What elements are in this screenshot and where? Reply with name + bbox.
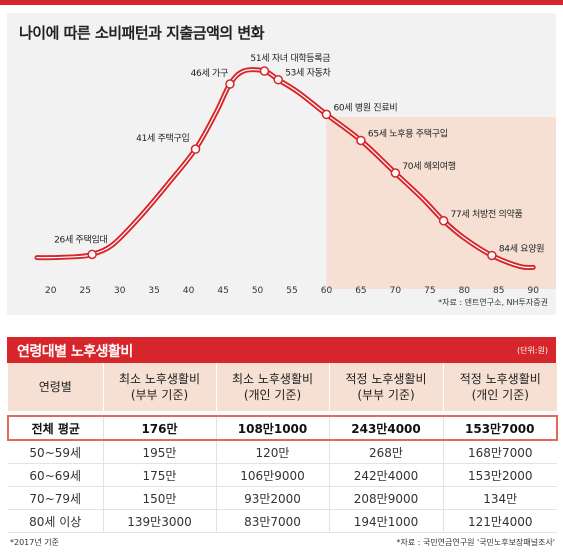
table-cell: 175만 (103, 463, 217, 487)
x-tick-label: 30 (114, 286, 126, 296)
point-marker (190, 144, 201, 154)
x-tick-label: 85 (493, 286, 504, 296)
annotation-label: 46세 가구 (191, 68, 228, 79)
table-cell: 83만7000 (216, 509, 330, 533)
x-tick-label: 35 (148, 286, 159, 296)
point-marker (356, 135, 366, 146)
annotation-label: 26세 주택임대 (54, 233, 107, 245)
header-age: 연령별 (8, 363, 104, 411)
point-marker (438, 216, 449, 226)
x-tick-label: 60 (321, 286, 333, 296)
table-row: 50~59세 195만 120만 268만 168만7000 (8, 440, 557, 464)
table-cell: 108만1000 (216, 415, 330, 441)
table-cell: 150만 (103, 486, 217, 510)
table-cell: 139만3000 (103, 509, 217, 533)
table-cell: 134만 (443, 486, 557, 510)
x-tick-label: 45 (217, 286, 228, 296)
x-tick-label: 40 (183, 286, 195, 296)
chart-panel: 나이에 따른 소비패턴과 지출금액의 변화 26세 주택임대 41세 주택구입 46… (7, 13, 556, 315)
table-cell: 120만 (216, 440, 330, 464)
table-cell: 208만9000 (329, 486, 444, 510)
x-tick-label: 90 (527, 286, 539, 296)
table-cell: 121만4000 (443, 509, 557, 533)
table-title: 연령대별 노후생활비 (17, 344, 133, 360)
point-marker (390, 168, 401, 178)
annotation-label: 41세 주택구입 (136, 132, 189, 144)
x-tick-label: 70 (390, 286, 402, 296)
table-header-bar: 연령대별 노후생활비 (단위:원) (7, 337, 556, 363)
table-cell: 80세 이상 (8, 509, 104, 533)
table-footnote-source: *자료 : 국민연금연구원 '국민노후보장패널조사' (396, 538, 555, 547)
annotation-label: 60세 병원 진료비 (333, 102, 397, 113)
header-min-individual: 최소 노후생활비 (개인 기준) (216, 363, 330, 411)
table-cell: 176만 (103, 415, 217, 441)
table-cell: 243만4000 (329, 415, 444, 441)
point-marker (259, 66, 270, 76)
annotation-label: 65세 노후용 주택구입 (368, 127, 448, 139)
annotation-label: 77세 처방전 의약품 (451, 208, 523, 220)
table-row-average: 전체 평균 176만 108만1000 243만4000 153만7000 (7, 415, 558, 441)
table-cell: 153만2000 (443, 463, 557, 487)
chart-source: *자료 : 덴트연구소, NH투자증권 (438, 298, 548, 307)
x-tick-label: 50 (252, 286, 264, 296)
table-row: 60~69세 175만 106만9000 242만4000 153만2000 (8, 463, 557, 487)
table-cell: 93만2000 (216, 486, 330, 510)
table-footnote-year: *2017년 기준 (10, 538, 59, 547)
table-cell: 70~79세 (8, 486, 104, 510)
point-marker (225, 79, 235, 89)
x-tick-label: 80 (459, 286, 471, 296)
table-cell: 전체 평균 (7, 415, 104, 441)
table-cell: 195만 (103, 440, 217, 464)
table-cell: 106만9000 (216, 463, 330, 487)
x-tick-label: 65 (355, 286, 366, 296)
point-marker (487, 250, 497, 261)
annotation-label: 51세 자녀 대학등록금 (250, 53, 330, 64)
header-min-couple: 최소 노후생활비 (부부 기준) (103, 363, 217, 411)
living-cost-table-section: 연령대별 노후생활비 (단위:원) 연령별 최소 노후생활비 (부부 기준) 최소… (7, 337, 558, 533)
table-header-row: 연령별 최소 노후생활비 (부부 기준) 최소 노후생활비 (개인 기준) 적정 노… (8, 363, 557, 411)
annotation-label: 70세 해외여행 (402, 160, 455, 172)
x-tick-label: 55 (286, 286, 297, 296)
x-tick-label: 25 (80, 286, 91, 296)
x-tick-label: 75 (424, 286, 435, 296)
spending-chart: 26세 주택임대 41세 주택구입 46세 가구 51세 자녀 대학등록금 53세 자동… (34, 53, 556, 296)
table-row: 80세 이상 139만3000 83만7000 194만1000 121만400… (8, 509, 557, 533)
table-cell: 153만7000 (443, 415, 558, 441)
table-unit: (단위:원) (516, 346, 548, 355)
header-proper-couple: 적정 노후생활비 (부부 기준) (329, 363, 444, 411)
table-row: 70~79세 150만 93만2000 208만9000 134만 (8, 486, 557, 510)
table-cell: 268만 (329, 440, 444, 464)
point-marker (273, 74, 283, 85)
annotation-label: 84세 요양원 (499, 243, 544, 254)
living-cost-table: 연령별 최소 노후생활비 (부부 기준) 최소 노후생활비 (개인 기준) 적정 노… (7, 363, 558, 533)
table-cell: 60~69세 (8, 463, 104, 487)
x-tick-label: 20 (45, 286, 57, 296)
point-marker (321, 109, 332, 120)
chart-title: 나이에 따른 소비패턴과 지출금액의 변화 (19, 24, 265, 42)
table-cell: 242만4000 (329, 463, 444, 487)
header-proper-individual: 적정 노후생활비 (개인 기준) (443, 363, 557, 411)
annotation-label: 53세 자동차 (285, 67, 331, 79)
top-accent-bar (0, 0, 563, 5)
table-cell: 194만1000 (329, 509, 444, 533)
table-cell: 50~59세 (8, 440, 104, 464)
point-marker (87, 249, 97, 260)
table-cell: 168만7000 (443, 440, 557, 464)
